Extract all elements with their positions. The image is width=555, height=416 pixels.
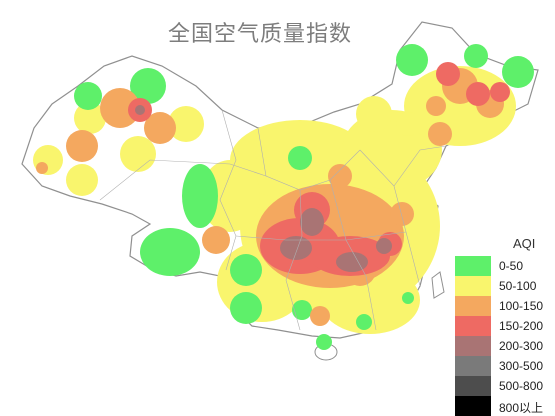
island-taiwan: [431, 271, 445, 299]
legend-label: 500-800: [499, 379, 544, 393]
legend-label: 100-150: [499, 299, 544, 313]
aqi-layer-0-50: [74, 44, 534, 350]
legend-item-200-300: 200-300: [455, 336, 555, 356]
aqi-layer-200-300: [135, 105, 392, 272]
legend-title: AQI: [513, 236, 536, 251]
legend-label: 300-500: [499, 359, 544, 373]
legend-item-100-150: 100-150: [455, 296, 555, 316]
province-boundaries: [99, 109, 447, 331]
legend-label: 150-200: [499, 319, 544, 333]
legend-item-50-100: 50-100: [455, 276, 555, 296]
legend-item-800-plus: 800以上: [455, 396, 555, 416]
legend-swatch: [455, 376, 491, 396]
legend-swatch: [455, 336, 491, 356]
legend-item-0-50: 0-50: [455, 256, 555, 276]
legend-label: 800以上: [499, 401, 544, 415]
legend-swatch: [455, 356, 491, 376]
legend-swatch: [455, 396, 491, 416]
legend-label: 200-300: [499, 339, 544, 353]
legend-swatch: [455, 296, 491, 316]
air-quality-map: [21, 21, 539, 361]
legend-item-500-800: 500-800: [455, 376, 555, 396]
legend-swatch: [455, 256, 491, 276]
map-title: 全国空气质量指数: [167, 22, 352, 47]
legend-item-150-200: 150-200: [455, 316, 555, 336]
legend-item-300-500: 300-500: [455, 356, 555, 376]
legend-label: 0-50: [499, 259, 524, 273]
legend-label: 50-100: [499, 279, 537, 293]
legend-swatch: [455, 276, 491, 296]
legend-swatch: [455, 316, 491, 336]
